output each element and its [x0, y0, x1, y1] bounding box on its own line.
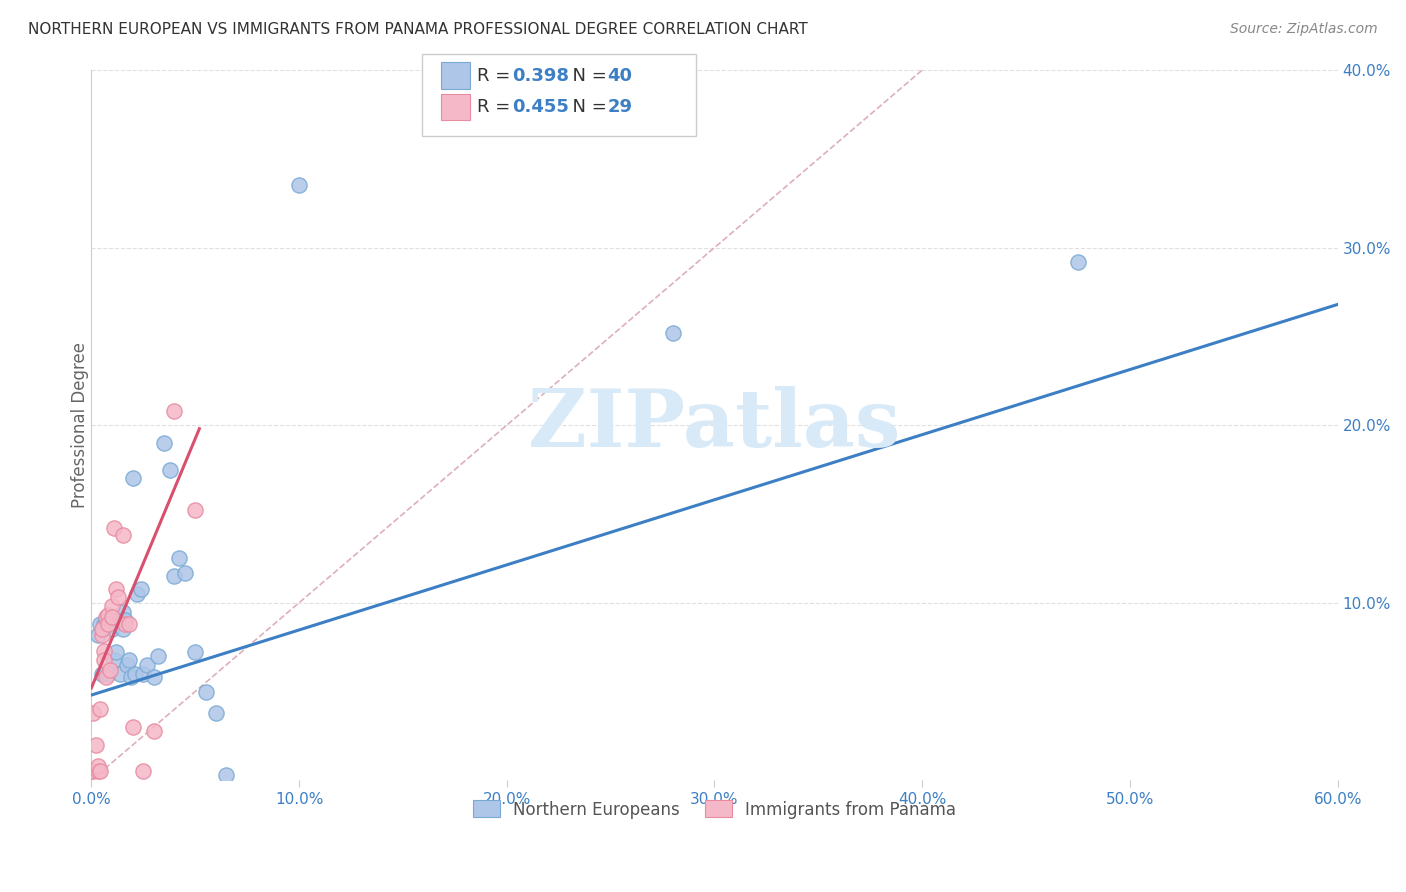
Point [205, 706, 228, 720]
Point [82, 706, 104, 720]
Point [122, 471, 145, 485]
Text: R =: R = [477, 67, 516, 85]
Point [111, 605, 134, 619]
Text: 0.455: 0.455 [512, 98, 568, 116]
Point [86, 764, 108, 779]
Point [167, 551, 190, 566]
Point [86, 628, 108, 642]
Point [184, 503, 207, 517]
Text: Source: ZipAtlas.com: Source: ZipAtlas.com [1230, 22, 1378, 37]
Point [159, 462, 181, 476]
Point [101, 610, 124, 624]
Point [163, 569, 186, 583]
Legend: Northern Europeans, Immigrants from Panama: Northern Europeans, Immigrants from Pana… [467, 794, 963, 825]
Point [97, 608, 120, 623]
Point [101, 623, 124, 637]
Point [132, 764, 155, 779]
Point [103, 521, 125, 535]
Point [118, 617, 141, 632]
Text: NORTHERN EUROPEAN VS IMMIGRANTS FROM PANAMA PROFESSIONAL DEGREE CORRELATION CHAR: NORTHERN EUROPEAN VS IMMIGRANTS FROM PAN… [28, 22, 808, 37]
Point [215, 768, 238, 782]
Point [173, 566, 195, 580]
Text: N =: N = [561, 98, 613, 116]
Point [125, 587, 148, 601]
Point [105, 645, 128, 659]
Point [111, 528, 134, 542]
Point [93, 617, 115, 632]
Point [1067, 255, 1090, 269]
Point [93, 652, 115, 666]
Text: 0.398: 0.398 [512, 67, 569, 85]
Point [129, 582, 152, 596]
Text: 29: 29 [607, 98, 633, 116]
Point [89, 702, 111, 716]
Point [97, 614, 120, 628]
Point [84, 738, 107, 752]
Point [94, 670, 117, 684]
Point [90, 666, 112, 681]
Point [122, 720, 145, 734]
Point [90, 623, 112, 637]
Y-axis label: Professional Degree: Professional Degree [72, 343, 89, 508]
Point [82, 764, 104, 779]
Point [86, 759, 108, 773]
Point [194, 684, 217, 698]
Point [163, 404, 186, 418]
Point [94, 614, 117, 628]
Point [146, 648, 169, 663]
Point [98, 617, 121, 632]
Point [93, 643, 115, 657]
Point [132, 666, 155, 681]
Point [107, 614, 129, 628]
Point [124, 666, 146, 681]
Point [288, 178, 311, 193]
Point [101, 599, 124, 614]
Point [97, 666, 120, 681]
Point [103, 652, 125, 666]
Point [184, 645, 207, 659]
Point [114, 617, 136, 632]
Point [136, 657, 159, 672]
Point [111, 623, 134, 637]
Point [107, 591, 129, 605]
Point [90, 628, 112, 642]
Text: ZIPatlas: ZIPatlas [529, 386, 901, 464]
Point [89, 764, 111, 779]
Point [118, 652, 141, 666]
Point [142, 723, 165, 738]
Point [114, 614, 136, 628]
Point [120, 670, 142, 684]
Point [105, 582, 128, 596]
Text: R =: R = [477, 98, 516, 116]
Point [110, 666, 132, 681]
Text: 40: 40 [607, 67, 633, 85]
Point [115, 657, 138, 672]
Point [153, 436, 176, 450]
Point [97, 617, 120, 632]
Text: N =: N = [561, 67, 613, 85]
Point [94, 610, 117, 624]
Point [89, 617, 111, 632]
Point [662, 326, 685, 340]
Point [142, 670, 165, 684]
Point [101, 610, 124, 624]
Point [98, 663, 121, 677]
